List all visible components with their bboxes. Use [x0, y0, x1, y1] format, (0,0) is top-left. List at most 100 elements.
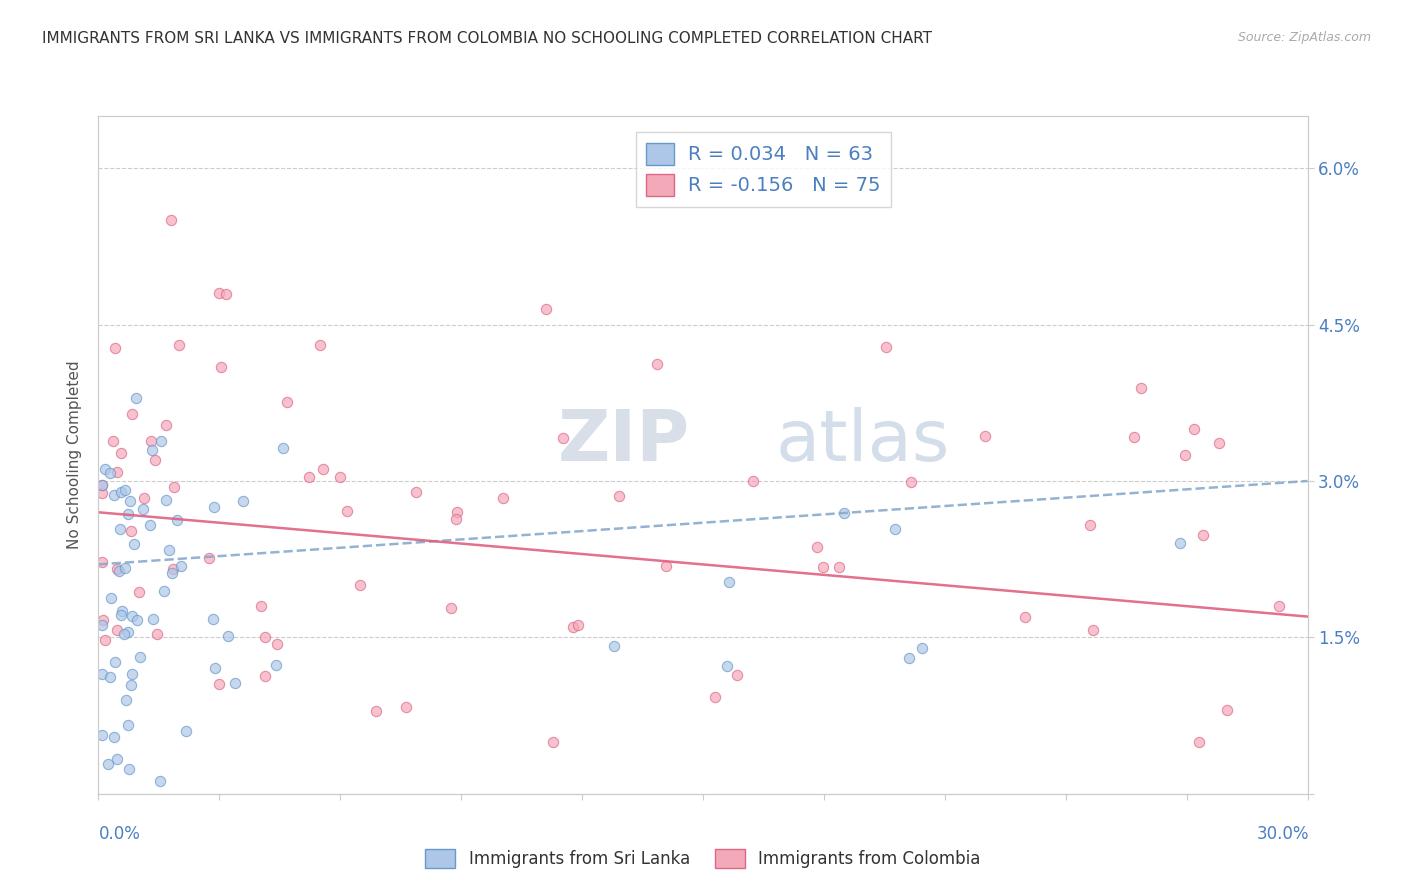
Point: [1174, 448, 1197, 462]
Point: [204, 661, 226, 675]
Point: [276, 395, 298, 409]
Point: [103, 730, 125, 744]
Point: [146, 627, 169, 641]
Point: [162, 561, 184, 575]
Point: [266, 637, 288, 651]
Point: [395, 700, 418, 714]
Point: [717, 574, 740, 589]
Point: [143, 453, 166, 467]
Point: [94, 462, 117, 476]
Point: [117, 624, 139, 639]
Point: [725, 668, 748, 682]
Text: ZIP: ZIP: [558, 407, 690, 475]
Point: [309, 338, 332, 352]
Point: [121, 667, 143, 681]
Point: [405, 484, 427, 499]
Point: [900, 475, 922, 489]
Point: [114, 483, 136, 497]
Point: [1208, 435, 1230, 450]
Point: [110, 604, 132, 618]
Point: [253, 669, 276, 683]
Point: [232, 494, 254, 508]
Point: [224, 676, 246, 690]
Point: [125, 391, 148, 405]
Point: [312, 462, 335, 476]
Point: [121, 609, 143, 624]
Point: [176, 724, 198, 739]
Point: [114, 561, 136, 575]
Point: [160, 213, 183, 227]
Point: [209, 359, 232, 374]
Point: [91, 555, 114, 569]
Point: [1182, 422, 1205, 436]
Point: [562, 620, 585, 634]
Point: [215, 287, 238, 301]
Point: [207, 677, 229, 691]
Point: [118, 762, 141, 776]
Point: [329, 470, 352, 484]
Point: [553, 431, 575, 445]
Point: [117, 718, 139, 732]
Point: [1168, 535, 1191, 549]
Point: [336, 504, 359, 518]
Point: [117, 507, 139, 521]
Point: [567, 617, 589, 632]
Point: [444, 512, 467, 526]
Point: [101, 434, 124, 448]
Legend: R = 0.034   N = 63, R = -0.156   N = 75: R = 0.034 N = 63, R = -0.156 N = 75: [636, 132, 891, 207]
Point: [704, 690, 727, 705]
Point: [911, 640, 934, 655]
Point: [1081, 623, 1104, 637]
Point: [121, 407, 143, 421]
Point: [104, 341, 127, 355]
Point: [1192, 527, 1215, 541]
Point: [105, 752, 128, 766]
Point: [1268, 599, 1291, 613]
Point: [120, 678, 142, 692]
Point: [98, 670, 121, 684]
Point: [974, 429, 997, 443]
Point: [120, 524, 142, 538]
Point: [828, 560, 851, 574]
Point: [122, 537, 145, 551]
Point: [91, 486, 114, 500]
Point: [716, 658, 738, 673]
Point: [155, 492, 177, 507]
Point: [364, 704, 387, 718]
Point: [115, 693, 138, 707]
Point: [141, 443, 163, 458]
Point: [492, 491, 515, 505]
Point: [110, 607, 132, 622]
Point: [167, 337, 190, 351]
Point: [645, 357, 668, 371]
Point: [91, 614, 114, 628]
Point: [110, 522, 132, 536]
Point: [152, 584, 174, 599]
Text: IMMIGRANTS FROM SRI LANKA VS IMMIGRANTS FROM COLOMBIA NO SCHOOLING COMPLETED COR: IMMIGRANTS FROM SRI LANKA VS IMMIGRANTS …: [42, 31, 932, 46]
Point: [1078, 517, 1101, 532]
Point: [91, 728, 114, 742]
Point: [155, 417, 177, 432]
Point: [446, 505, 468, 519]
Point: [157, 542, 180, 557]
Point: [166, 513, 188, 527]
Point: [105, 624, 128, 638]
Point: [298, 470, 321, 484]
Point: [139, 518, 162, 533]
Point: [118, 494, 141, 508]
Point: [104, 655, 127, 669]
Point: [197, 551, 219, 566]
Point: [105, 465, 128, 479]
Text: 0.0%: 0.0%: [98, 825, 141, 843]
Point: [897, 650, 920, 665]
Point: [1216, 703, 1239, 717]
Point: [128, 649, 150, 664]
Point: [160, 566, 183, 581]
Point: [875, 340, 897, 354]
Point: [125, 613, 148, 627]
Legend: Immigrants from Sri Lanka, Immigrants from Colombia: Immigrants from Sri Lanka, Immigrants fr…: [419, 842, 987, 875]
Point: [541, 735, 564, 749]
Point: [204, 500, 226, 515]
Point: [132, 491, 155, 505]
Point: [264, 657, 287, 672]
